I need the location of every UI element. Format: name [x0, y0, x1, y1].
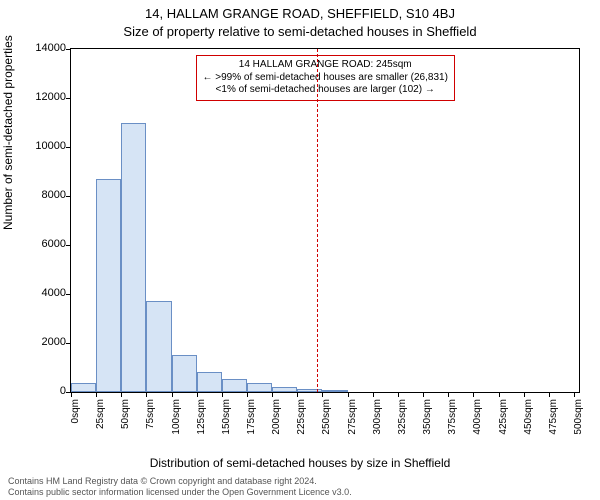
histogram-bar — [222, 379, 247, 392]
y-tick-mark — [66, 294, 71, 295]
x-tick-label: 400sqm — [472, 399, 483, 449]
x-tick-mark — [398, 392, 399, 397]
footer-line-2: Contains public sector information licen… — [8, 487, 600, 498]
x-tick-mark — [473, 392, 474, 397]
x-axis-label: Distribution of semi-detached houses by … — [0, 456, 600, 470]
x-tick-mark — [71, 392, 72, 397]
y-tick-label: 8000 — [42, 189, 66, 201]
x-tick-label: 175sqm — [246, 399, 257, 449]
x-tick-label: 25sqm — [95, 399, 106, 449]
chart-title-1: 14, HALLAM GRANGE ROAD, SHEFFIELD, S10 4… — [0, 6, 600, 21]
x-tick-mark — [197, 392, 198, 397]
x-tick-label: 500sqm — [573, 399, 584, 449]
annotation-line-1: 14 HALLAM GRANGE ROAD: 245sqm — [203, 59, 448, 72]
property-marker-line — [317, 49, 318, 392]
y-tick-label: 12000 — [35, 91, 66, 103]
chart-container: 14, HALLAM GRANGE ROAD, SHEFFIELD, S10 4… — [0, 0, 600, 500]
x-tick-label: 425sqm — [498, 399, 509, 449]
x-tick-label: 275sqm — [347, 399, 358, 449]
y-tick-mark — [66, 343, 71, 344]
x-tick-label: 50sqm — [120, 399, 131, 449]
x-tick-label: 475sqm — [548, 399, 559, 449]
x-tick-label: 75sqm — [145, 399, 156, 449]
y-tick-label: 6000 — [42, 238, 66, 250]
x-tick-label: 150sqm — [221, 399, 232, 449]
y-tick-mark — [66, 98, 71, 99]
footer-line-1: Contains HM Land Registry data © Crown c… — [8, 476, 600, 487]
histogram-bar — [272, 387, 297, 392]
y-tick-label: 4000 — [42, 287, 66, 299]
histogram-bar — [247, 383, 272, 392]
x-tick-mark — [373, 392, 374, 397]
x-tick-label: 200sqm — [271, 399, 282, 449]
x-tick-mark — [272, 392, 273, 397]
x-tick-mark — [96, 392, 97, 397]
x-tick-label: 450sqm — [523, 399, 534, 449]
y-tick-label: 0 — [60, 385, 66, 397]
x-tick-label: 125sqm — [196, 399, 207, 449]
histogram-bar — [146, 301, 171, 392]
y-tick-mark — [66, 49, 71, 50]
annotation-box: 14 HALLAM GRANGE ROAD: 245sqm ← >99% of … — [196, 55, 455, 101]
x-tick-label: 350sqm — [422, 399, 433, 449]
x-tick-mark — [146, 392, 147, 397]
x-tick-label: 375sqm — [447, 399, 458, 449]
y-tick-mark — [66, 196, 71, 197]
x-tick-mark — [448, 392, 449, 397]
x-tick-mark — [499, 392, 500, 397]
histogram-bar — [197, 372, 222, 392]
annotation-line-2: ← >99% of semi-detached houses are small… — [203, 72, 448, 85]
y-tick-label: 10000 — [35, 140, 66, 152]
x-tick-label: 0sqm — [70, 399, 81, 449]
x-tick-mark — [348, 392, 349, 397]
x-tick-label: 225sqm — [296, 399, 307, 449]
x-tick-label: 100sqm — [171, 399, 182, 449]
x-tick-label: 250sqm — [321, 399, 332, 449]
y-axis-label: Number of semi-detached properties — [1, 35, 15, 230]
x-tick-mark — [172, 392, 173, 397]
annotation-line-3: <1% of semi-detached houses are larger (… — [203, 84, 448, 97]
y-tick-mark — [66, 245, 71, 246]
x-tick-mark — [247, 392, 248, 397]
histogram-bar — [322, 390, 347, 392]
x-tick-mark — [121, 392, 122, 397]
x-tick-mark — [549, 392, 550, 397]
y-tick-mark — [66, 147, 71, 148]
x-tick-mark — [524, 392, 525, 397]
x-tick-mark — [423, 392, 424, 397]
histogram-bar — [96, 179, 121, 392]
x-tick-label: 325sqm — [397, 399, 408, 449]
plot-area: 14 HALLAM GRANGE ROAD: 245sqm ← >99% of … — [70, 48, 580, 393]
y-tick-label: 14000 — [35, 42, 66, 54]
histogram-bar — [121, 123, 146, 393]
chart-title-2: Size of property relative to semi-detach… — [0, 24, 600, 39]
histogram-bar — [297, 389, 322, 392]
histogram-bar — [71, 383, 96, 392]
x-tick-mark — [322, 392, 323, 397]
y-tick-label: 2000 — [42, 336, 66, 348]
x-tick-mark — [222, 392, 223, 397]
x-tick-mark — [297, 392, 298, 397]
histogram-bar — [172, 355, 197, 392]
footer-attribution: Contains HM Land Registry data © Crown c… — [0, 476, 600, 498]
x-tick-mark — [574, 392, 575, 397]
x-tick-label: 300sqm — [372, 399, 383, 449]
